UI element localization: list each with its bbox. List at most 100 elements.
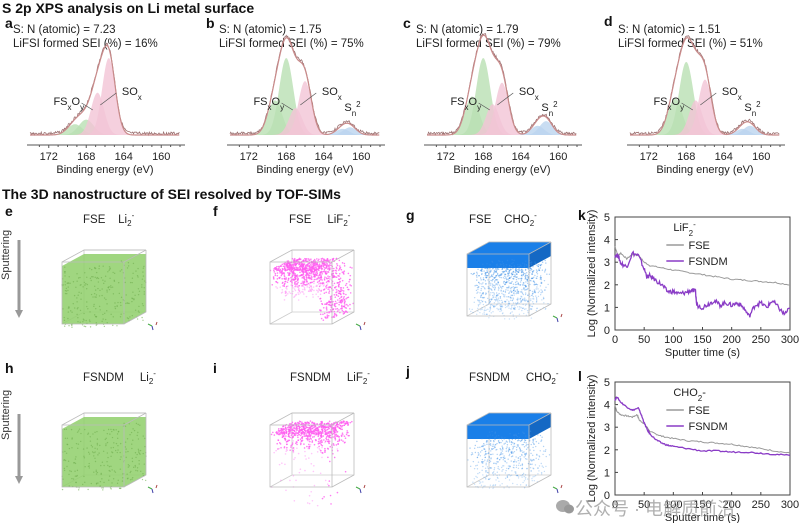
cube-point <box>95 271 98 274</box>
cube-point <box>493 269 496 272</box>
cube-point <box>494 473 496 475</box>
cube-point <box>540 278 542 281</box>
cube-point <box>532 476 534 478</box>
cube-point <box>338 438 341 440</box>
cube-point <box>524 304 527 307</box>
cube-point <box>498 266 501 268</box>
cube-point <box>499 274 502 276</box>
cube-point <box>500 290 502 292</box>
cube-point <box>304 267 306 269</box>
cube-point <box>508 454 510 457</box>
cube-point <box>106 452 109 454</box>
cube-point <box>337 285 340 287</box>
panel-label-c: c <box>403 15 411 31</box>
cube-point <box>512 267 514 270</box>
cube-point <box>522 303 524 306</box>
cube-point <box>95 296 97 298</box>
cube-point <box>519 457 522 460</box>
cube-point <box>488 461 491 464</box>
cube-point <box>539 294 542 296</box>
cube-point <box>504 460 506 463</box>
cube-point <box>93 471 95 473</box>
cube-point <box>287 277 290 280</box>
cube-point <box>301 432 304 435</box>
cube-point <box>525 484 528 486</box>
cube-point <box>534 274 536 277</box>
cube-point <box>318 445 320 448</box>
cube-point <box>516 474 519 477</box>
cube-point <box>522 284 524 286</box>
cube-point <box>483 267 486 269</box>
cube-point <box>495 269 497 271</box>
cube-point <box>89 267 91 270</box>
cube-point <box>120 269 123 271</box>
cube-point <box>317 291 319 293</box>
cube-point <box>315 293 317 295</box>
cube-point <box>92 433 94 435</box>
cube-point <box>515 278 518 281</box>
cube-point <box>506 268 509 270</box>
cube-point <box>481 293 483 295</box>
cube-point <box>476 456 479 459</box>
cube-point <box>516 288 518 291</box>
cube-point <box>500 305 503 307</box>
cube-point <box>86 283 89 286</box>
cube-point <box>502 270 505 273</box>
cube-side-edge <box>528 242 552 317</box>
cube-point <box>510 312 512 314</box>
cube-point <box>531 290 534 293</box>
cube-point <box>532 458 535 461</box>
cube-point <box>88 462 90 465</box>
cube-point <box>292 265 295 267</box>
cube-point <box>491 285 494 287</box>
cube-point <box>483 309 486 311</box>
cube-point <box>491 304 494 307</box>
cube-point <box>486 263 488 265</box>
cube-point <box>294 433 296 436</box>
cube-point <box>516 273 518 275</box>
cube-point <box>335 433 338 436</box>
cube-point <box>497 268 499 270</box>
cube-point <box>341 307 343 310</box>
cube-point <box>83 281 86 284</box>
sei-percent-a: LiFSI formed SEI (%) = 16% <box>13 38 158 50</box>
cube-point <box>93 303 95 306</box>
cube-point <box>341 279 344 282</box>
cube-point <box>512 271 515 273</box>
cube-point <box>501 447 504 449</box>
cube-point <box>511 455 514 457</box>
cube-point <box>541 261 544 263</box>
cube-point <box>513 434 515 437</box>
cube-point <box>315 427 318 430</box>
cube-point <box>534 283 536 286</box>
cube-point <box>484 470 487 472</box>
cube-point <box>312 296 314 298</box>
cube-point <box>127 450 129 453</box>
cube-point <box>68 447 71 450</box>
cube-point <box>484 272 486 274</box>
cube-point <box>485 283 487 285</box>
cube-point <box>499 305 502 308</box>
cube-point <box>482 444 484 447</box>
cube-point <box>339 424 342 427</box>
cube-point <box>126 473 128 475</box>
cube-point <box>95 473 98 475</box>
cube-point <box>108 475 111 477</box>
cube-point <box>135 456 137 459</box>
cube-point <box>519 440 522 442</box>
cube-point <box>485 464 487 466</box>
cube-point <box>287 274 290 276</box>
cube-point <box>120 296 123 299</box>
cube-point <box>292 279 295 281</box>
cube-point <box>510 451 513 454</box>
cube-point <box>495 269 498 271</box>
cube-point <box>490 299 493 301</box>
cube-point <box>294 285 297 287</box>
cube-point <box>332 436 334 438</box>
cube-point <box>525 303 527 306</box>
cube-point <box>492 311 494 313</box>
cube-point <box>487 478 490 481</box>
cube-point <box>529 466 532 469</box>
cube-point <box>512 271 514 273</box>
cube-point <box>110 285 112 287</box>
